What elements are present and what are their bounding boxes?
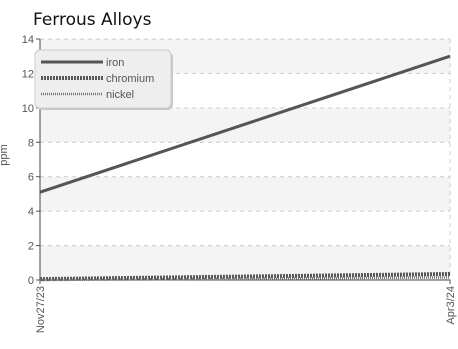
series-line-chromium: [39, 272, 451, 282]
series-line-iron: [39, 54, 451, 194]
chart-title: Ferrous Alloys: [33, 10, 152, 30]
y-tick-label: 2: [28, 241, 34, 253]
x-tick-label: Apr3/24: [445, 286, 457, 325]
y-tick-label: 6: [28, 172, 34, 184]
legend-label-chromium[interactable]: chromium: [106, 73, 154, 85]
y-tick-label: 14: [22, 34, 34, 46]
plot-band: [40, 245, 450, 280]
axes: 0 2 4 6 8 10 12 14 Nov27/23 Apr3/24: [22, 34, 457, 333]
y-tick-label: 8: [28, 137, 34, 149]
y-tick-label: 0: [28, 275, 34, 287]
legend[interactable]: iron chromium nickel: [34, 49, 173, 110]
series-line-nickel: [39, 276, 451, 282]
y-tick-label: 4: [28, 206, 34, 218]
y-tick-label: 12: [22, 68, 34, 80]
y-tick-label: 10: [22, 103, 34, 115]
series-layer: [39, 54, 451, 282]
legend-label-iron[interactable]: iron: [106, 57, 124, 69]
y-axis-label: ppm: [0, 144, 10, 165]
legend-label-nickel[interactable]: nickel: [106, 89, 134, 101]
x-tick-label: Nov27/23: [35, 286, 47, 333]
plot-band: [40, 176, 450, 212]
